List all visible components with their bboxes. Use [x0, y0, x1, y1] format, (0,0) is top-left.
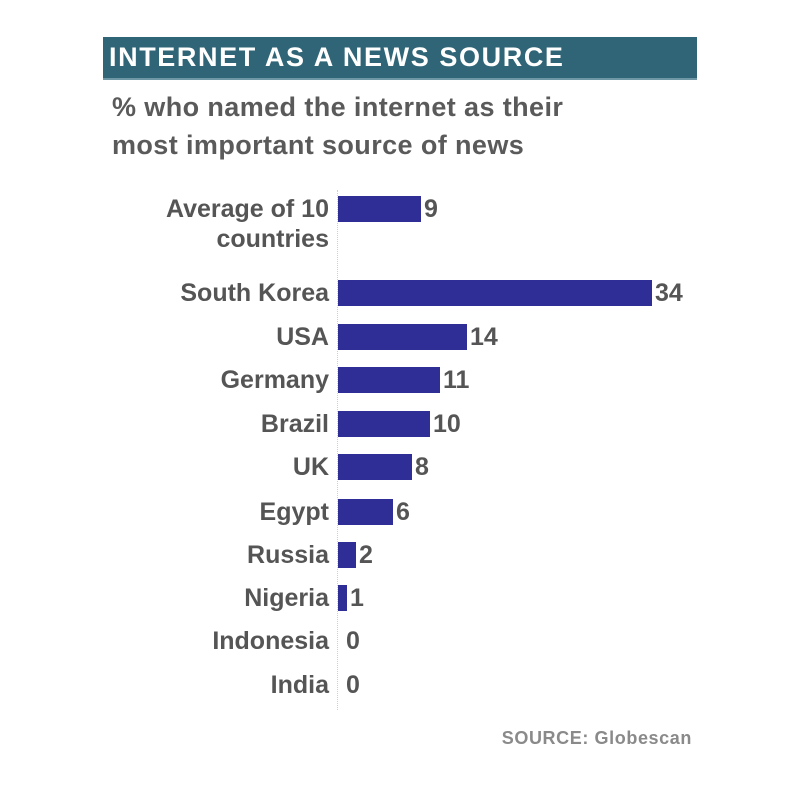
bar-label: Russia	[247, 541, 329, 569]
bar-label: Egypt	[259, 498, 329, 526]
bar-label: UK	[292, 453, 329, 481]
bar-label-line-2: countries	[216, 225, 329, 253]
bar-row-india: India 0	[0, 670, 800, 700]
bar-row-indonesia: Indonesia 0	[0, 626, 800, 656]
chart-subtitle: % who named the internet as their most i…	[112, 88, 692, 164]
bar-label: Brazil	[260, 410, 329, 438]
bar-value: 0	[346, 627, 360, 655]
bar	[338, 585, 347, 611]
bar-row-germany: Germany 11	[0, 365, 800, 395]
subtitle-line-2: most important source of news	[112, 130, 525, 160]
bar	[338, 454, 412, 480]
bar-row-uk: UK 8	[0, 452, 800, 482]
bar-label: Average of 10 countries	[166, 194, 329, 254]
bar-value: 10	[433, 410, 461, 438]
source-note: SOURCE: Globescan	[501, 728, 692, 748]
bar-label-line-1: Average of 10	[165, 195, 329, 223]
subtitle-line-1: % who named the internet as their	[112, 92, 564, 122]
bar-label: Nigeria	[244, 584, 329, 612]
chart-title: INTERNET AS A NEWS SOURCE	[109, 42, 565, 72]
bar-row-nigeria: Nigeria 1	[0, 583, 800, 613]
bar-value: 9	[424, 195, 438, 223]
bar-value: 6	[396, 498, 410, 526]
bar-value: 2	[359, 541, 373, 569]
bar-row-average: Average of 10 countries 9	[0, 194, 800, 253]
bar	[338, 280, 652, 306]
bar	[338, 196, 421, 222]
bar-label: Germany	[220, 366, 329, 394]
bar-row-brazil: Brazil 10	[0, 409, 800, 439]
y-axis-line	[337, 190, 338, 710]
bar-row-usa: USA 14	[0, 322, 800, 352]
bar-value: 0	[346, 671, 360, 699]
bar	[338, 367, 440, 393]
bar-label: Indonesia	[212, 627, 329, 655]
bar-value: 8	[415, 453, 429, 481]
bar	[338, 411, 430, 437]
bar	[338, 542, 356, 568]
bar-value: 14	[470, 323, 498, 351]
bar-value: 1	[350, 584, 364, 612]
bar	[338, 499, 393, 525]
bar-row-russia: Russia 2	[0, 540, 800, 570]
bar-value: 11	[443, 366, 470, 394]
bar	[338, 324, 467, 350]
bar-row-south-korea: South Korea 34	[0, 278, 800, 308]
bar-value: 34	[655, 279, 683, 307]
bar-label: South Korea	[180, 279, 329, 307]
bar-row-egypt: Egypt 6	[0, 497, 800, 527]
bar-label: India	[270, 671, 329, 699]
title-bar: INTERNET AS A NEWS SOURCE	[103, 37, 697, 80]
bar-label: USA	[276, 323, 329, 351]
